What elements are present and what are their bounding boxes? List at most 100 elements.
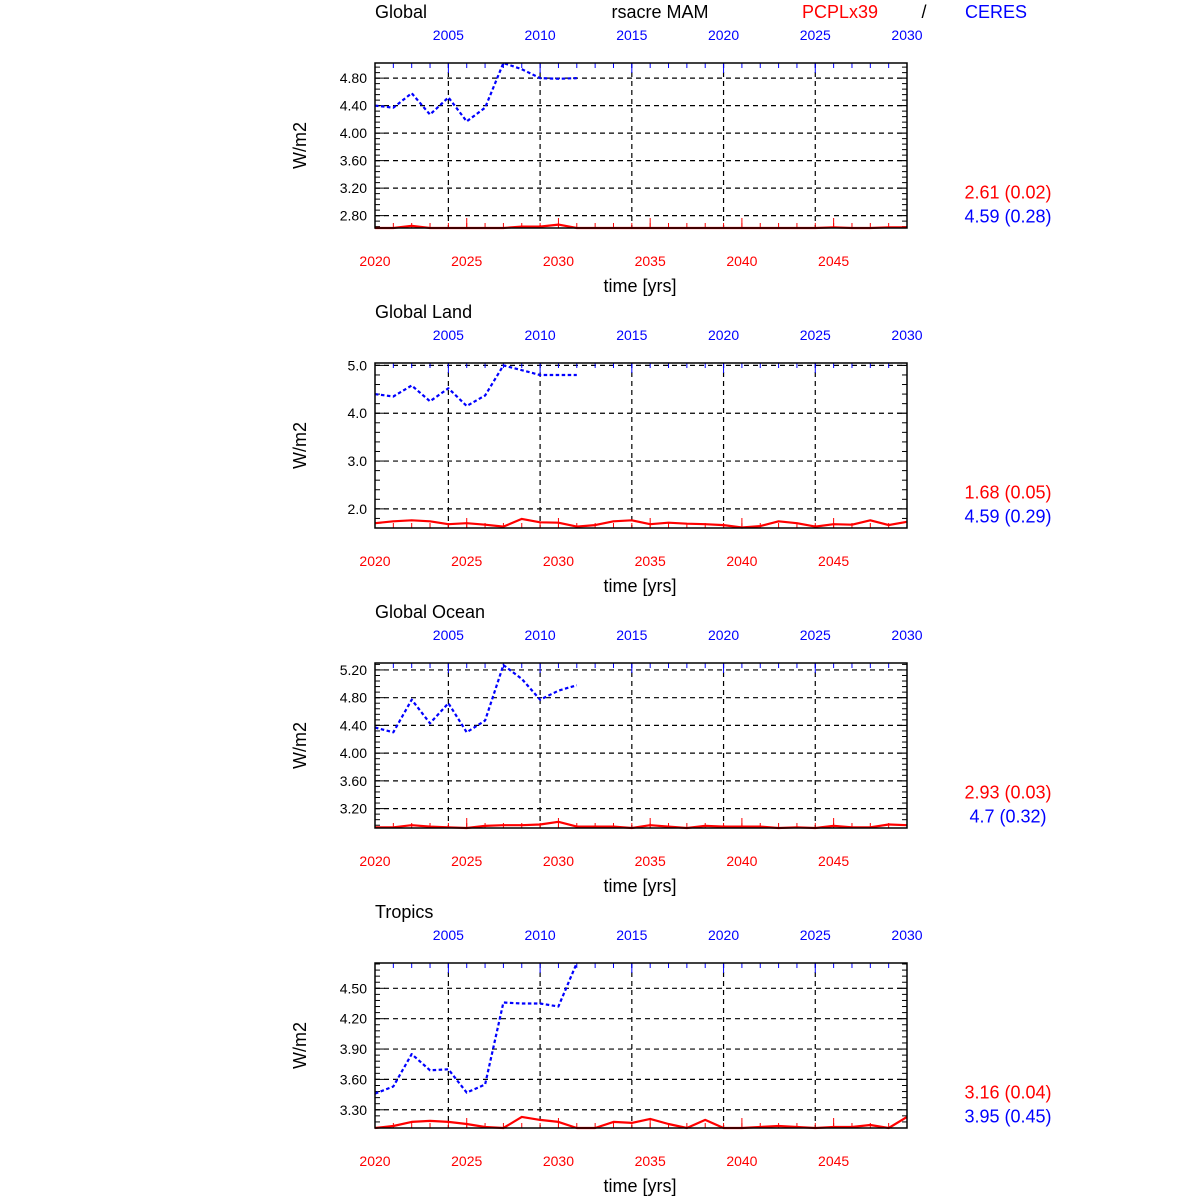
x-axis-label: time [yrs] [603, 576, 676, 596]
model-series-line [374, 517, 908, 529]
top-x-tick-label: 2005 [433, 627, 464, 643]
top-x-tick-label: 2020 [708, 627, 739, 643]
panel-3: Global Ocean time [yrs] W/m2 3.20 3.60 4.00 4.… [290, 602, 1052, 896]
bottom-x-tick-label: 2045 [818, 253, 849, 269]
y-tick-label: 3.60 [340, 773, 367, 789]
bottom-x-tick-label: 2035 [635, 853, 666, 869]
top-x-tick-label: 2005 [433, 327, 464, 343]
top-x-tick-label: 2030 [891, 927, 922, 943]
top-x-tick-label: 2010 [525, 27, 556, 43]
model-stats: 3.16 (0.04) [964, 1083, 1051, 1103]
bottom-x-tick-label: 2035 [635, 253, 666, 269]
bottom-x-tick-label: 2035 [635, 553, 666, 569]
y-tick-label: 3.60 [340, 1071, 367, 1087]
top-x-tick-label: 2010 [525, 327, 556, 343]
panel-title: Global [375, 2, 427, 22]
model-series-line [375, 820, 908, 830]
bottom-x-tick-label: 2030 [543, 853, 574, 869]
obs-stats: 4.7 (0.32) [969, 807, 1046, 827]
bottom-x-tick-label: 2025 [451, 1153, 482, 1169]
y-tick-label: 4.0 [348, 405, 368, 421]
x-axis-label: time [yrs] [603, 876, 676, 896]
top-x-tick-label: 2005 [433, 27, 464, 43]
y-tick-label: 4.80 [340, 690, 367, 706]
bottom-x-tick-label: 2020 [359, 553, 390, 569]
top-x-tick-label: 2025 [800, 27, 831, 43]
panel-title: Global Ocean [375, 602, 485, 622]
bottom-x-tick-label: 2035 [635, 1153, 666, 1169]
top-x-tick-label: 2020 [708, 27, 739, 43]
y-tick-label: 4.40 [340, 717, 367, 733]
top-x-tick-label: 2015 [616, 327, 647, 343]
obs-series-line [374, 663, 578, 734]
obs-stats: 3.95 (0.45) [964, 1107, 1051, 1127]
top-x-tick-label: 2020 [708, 927, 739, 943]
panel-2: Global Land time [yrs] W/m2 2.0 3.0 4.0 5.0 202… [290, 302, 1052, 596]
top-x-tick-label: 2030 [891, 27, 922, 43]
top-x-tick-label: 2020 [708, 327, 739, 343]
top-x-tick-label: 2015 [616, 927, 647, 943]
y-tick-label: 5.0 [348, 357, 368, 373]
y-tick-label: 4.50 [340, 980, 367, 996]
y-tick-label: 3.20 [340, 801, 367, 817]
bottom-x-tick-label: 2030 [543, 553, 574, 569]
y-tick-label: 4.00 [340, 745, 367, 761]
panel-1: Global time [yrs] W/m2 2.80 3.20 3.60 4.00 4.40… [290, 2, 1052, 296]
plot-frame [374, 962, 908, 1129]
legend-separator: / [921, 2, 926, 22]
bottom-x-tick-label: 2020 [359, 253, 390, 269]
panel-4: Tropics time [yrs] W/m2 3.30 3.60 3.90 4.20 4.5… [290, 902, 1052, 1196]
model-stats: 2.61 (0.02) [964, 183, 1051, 203]
model-series-line [374, 1115, 908, 1130]
y-tick-label: 4.80 [340, 70, 367, 86]
y-tick-label: 4.40 [340, 98, 367, 114]
y-tick-label: 3.60 [340, 153, 367, 169]
obs-stats: 4.59 (0.29) [964, 507, 1051, 527]
top-x-tick-label: 2030 [891, 627, 922, 643]
plot-frame [374, 362, 908, 529]
panel-title: Global Land [375, 302, 472, 322]
plot-frame [374, 62, 908, 229]
y-tick-label: 3.0 [348, 453, 368, 469]
bottom-x-tick-label: 2040 [726, 253, 757, 269]
top-x-tick-label: 2025 [800, 327, 831, 343]
x-axis-label: time [yrs] [603, 1176, 676, 1196]
bottom-x-tick-label: 2040 [726, 553, 757, 569]
top-x-tick-label: 2010 [525, 927, 556, 943]
y-axis-label: W/m2 [290, 422, 310, 469]
top-x-tick-label: 2010 [525, 627, 556, 643]
top-x-tick-label: 2005 [433, 927, 464, 943]
y-tick-label: 5.20 [340, 662, 367, 678]
y-axis-label: W/m2 [290, 1022, 310, 1069]
obs-legend-label: CERES [965, 2, 1027, 22]
bottom-x-tick-label: 2040 [726, 853, 757, 869]
bottom-x-tick-label: 2025 [451, 553, 482, 569]
panels: Global time [yrs] W/m2 2.80 3.20 3.60 4.00 4.40… [290, 2, 1052, 1196]
bottom-x-tick-label: 2030 [543, 253, 574, 269]
y-tick-label: 3.90 [340, 1041, 367, 1057]
y-tick-label: 3.30 [340, 1102, 367, 1118]
top-x-tick-label: 2015 [616, 27, 647, 43]
y-tick-label: 4.20 [340, 1011, 367, 1027]
bottom-x-tick-label: 2025 [451, 853, 482, 869]
bottom-x-tick-label: 2025 [451, 253, 482, 269]
y-tick-label: 2.80 [340, 208, 367, 224]
top-x-tick-label: 2025 [800, 927, 831, 943]
top-x-tick-label: 2030 [891, 327, 922, 343]
bottom-x-tick-label: 2020 [359, 853, 390, 869]
top-x-tick-label: 2015 [616, 627, 647, 643]
y-tick-label: 2.0 [348, 501, 368, 517]
plot-frame [374, 662, 908, 829]
top-x-tick-label: 2025 [800, 627, 831, 643]
bottom-x-tick-label: 2040 [726, 1153, 757, 1169]
y-axis-label: W/m2 [290, 722, 310, 769]
y-tick-label: 4.00 [340, 125, 367, 141]
bottom-x-tick-label: 2045 [818, 1153, 849, 1169]
obs-series-line [374, 962, 578, 1095]
model-stats: 1.68 (0.05) [964, 483, 1051, 503]
model-legend-label: PCPLx39 [802, 2, 878, 22]
y-axis-label: W/m2 [290, 122, 310, 169]
bottom-x-tick-label: 2045 [818, 553, 849, 569]
variable-title: rsacre MAM [611, 2, 708, 22]
